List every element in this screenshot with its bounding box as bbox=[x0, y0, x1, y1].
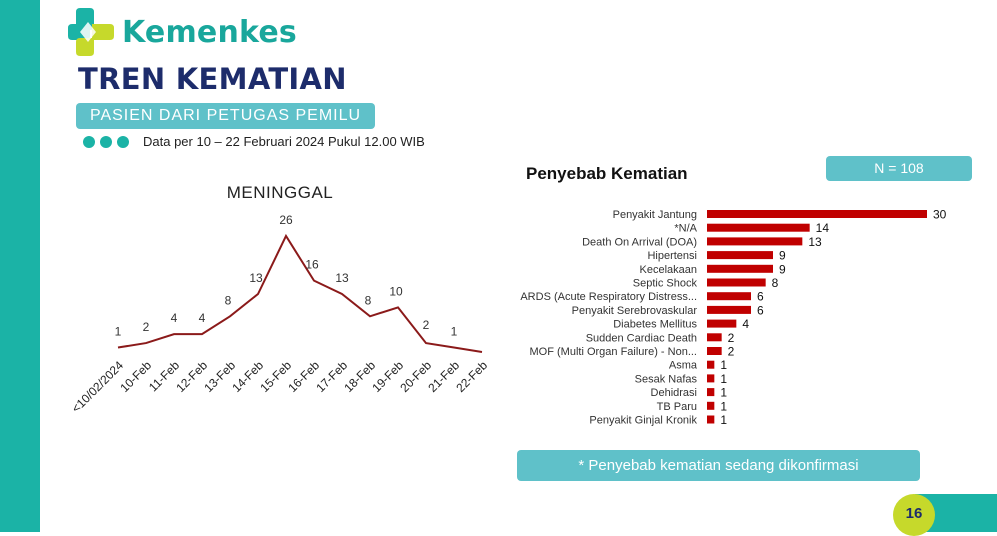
bar bbox=[707, 278, 766, 287]
category-label: Sudden Cardiac Death bbox=[586, 332, 697, 344]
bar-value-label: 30 bbox=[933, 208, 947, 222]
bar-value-label: 1 bbox=[720, 386, 727, 400]
category-label: Sesak Nafas bbox=[635, 373, 698, 385]
data-label: 13 bbox=[335, 271, 349, 285]
data-label: 13 bbox=[249, 271, 263, 285]
bar bbox=[707, 223, 810, 232]
bar-value-label: 1 bbox=[720, 413, 727, 427]
bar-value-label: 9 bbox=[779, 249, 786, 263]
bar bbox=[707, 401, 715, 410]
date-note: Data per 10 – 22 Februari 2024 Pukul 12.… bbox=[143, 134, 425, 149]
category-label: Dehidrasi bbox=[651, 387, 697, 399]
line-chart-title: MENINGGAL bbox=[226, 183, 334, 202]
page-number: 16 bbox=[893, 494, 935, 536]
bar-value-label: 9 bbox=[779, 262, 786, 276]
bar bbox=[707, 237, 803, 246]
category-label: Death On Arrival (DOA) bbox=[582, 236, 697, 248]
category-label: TB Paru bbox=[657, 401, 697, 413]
bar-value-label: 6 bbox=[757, 290, 764, 304]
data-label: 4 bbox=[171, 311, 178, 325]
bar-value-label: 6 bbox=[757, 303, 764, 317]
bar bbox=[707, 415, 715, 424]
bar-value-label: 13 bbox=[808, 235, 822, 249]
bar bbox=[707, 251, 773, 260]
subtitle-badge: PASIEN DARI PETUGAS PEMILU bbox=[76, 103, 375, 129]
bar bbox=[707, 264, 773, 273]
kemenkes-logo: Kemenkes bbox=[66, 6, 297, 58]
category-label: *N/A bbox=[674, 223, 697, 235]
kemenkes-logo-icon bbox=[68, 8, 114, 56]
data-label: 4 bbox=[199, 311, 206, 325]
brand-name: Kemenkes bbox=[122, 14, 297, 50]
series-line bbox=[117, 233, 483, 353]
bar-value-label: 2 bbox=[728, 331, 735, 345]
bar bbox=[707, 210, 927, 218]
category-label: Penyakit Ginjal Kronik bbox=[589, 415, 697, 427]
n-count-badge: N = 108 bbox=[826, 156, 972, 181]
x-tick-label: 22-Feb bbox=[453, 358, 490, 395]
category-label: Septic Shock bbox=[633, 278, 698, 290]
x-tick-label: 10-Feb bbox=[117, 358, 154, 395]
bar bbox=[707, 347, 722, 355]
bar-chart-title: Penyebab Kematian bbox=[526, 164, 688, 183]
left-accent-bar bbox=[0, 0, 40, 532]
bar-value-label: 1 bbox=[720, 358, 727, 372]
data-label: 2 bbox=[423, 318, 430, 332]
category-label: ARDS (Acute Respiratory Distress... bbox=[520, 291, 697, 303]
category-label: Asma bbox=[669, 360, 698, 372]
data-label: 10 bbox=[389, 284, 403, 298]
category-label: Diabetes Mellitus bbox=[613, 319, 697, 331]
bar bbox=[707, 305, 751, 314]
bar bbox=[707, 292, 751, 301]
category-label: Penyakit Jantung bbox=[613, 209, 697, 221]
data-label: 16 bbox=[305, 258, 319, 272]
dot-icon bbox=[83, 136, 95, 148]
decorative-dots bbox=[83, 136, 129, 148]
page-title: TREN KEMATIAN bbox=[78, 62, 347, 96]
data-label: 1 bbox=[451, 325, 458, 339]
data-label: 26 bbox=[279, 213, 293, 227]
confirmation-note: * Penyebab kematian sedang dikonfirmasi bbox=[517, 450, 920, 481]
bar bbox=[707, 374, 715, 383]
data-label: 8 bbox=[225, 293, 232, 307]
bar-value-label: 1 bbox=[720, 372, 727, 386]
category-label: MOF (Multi Organ Failure) - Non... bbox=[530, 346, 697, 358]
dot-icon bbox=[100, 136, 112, 148]
bar bbox=[707, 360, 715, 369]
bar bbox=[707, 388, 715, 397]
data-label: 2 bbox=[143, 320, 150, 334]
bar-value-label: 8 bbox=[772, 276, 779, 290]
bar bbox=[707, 333, 722, 342]
bar-value-label: 1 bbox=[720, 399, 727, 413]
category-label: Kecelakaan bbox=[640, 264, 698, 276]
bar-value-label: 2 bbox=[728, 345, 735, 359]
bar-value-label: 14 bbox=[816, 221, 830, 235]
data-label: 1 bbox=[115, 325, 122, 339]
bar-value-label: 4 bbox=[742, 317, 749, 331]
bar bbox=[707, 319, 737, 328]
category-label: Penyakit Serebrovaskular bbox=[572, 305, 698, 317]
data-label: 8 bbox=[365, 293, 372, 307]
dot-icon bbox=[117, 136, 129, 148]
category-label: Hipertensi bbox=[647, 250, 697, 262]
